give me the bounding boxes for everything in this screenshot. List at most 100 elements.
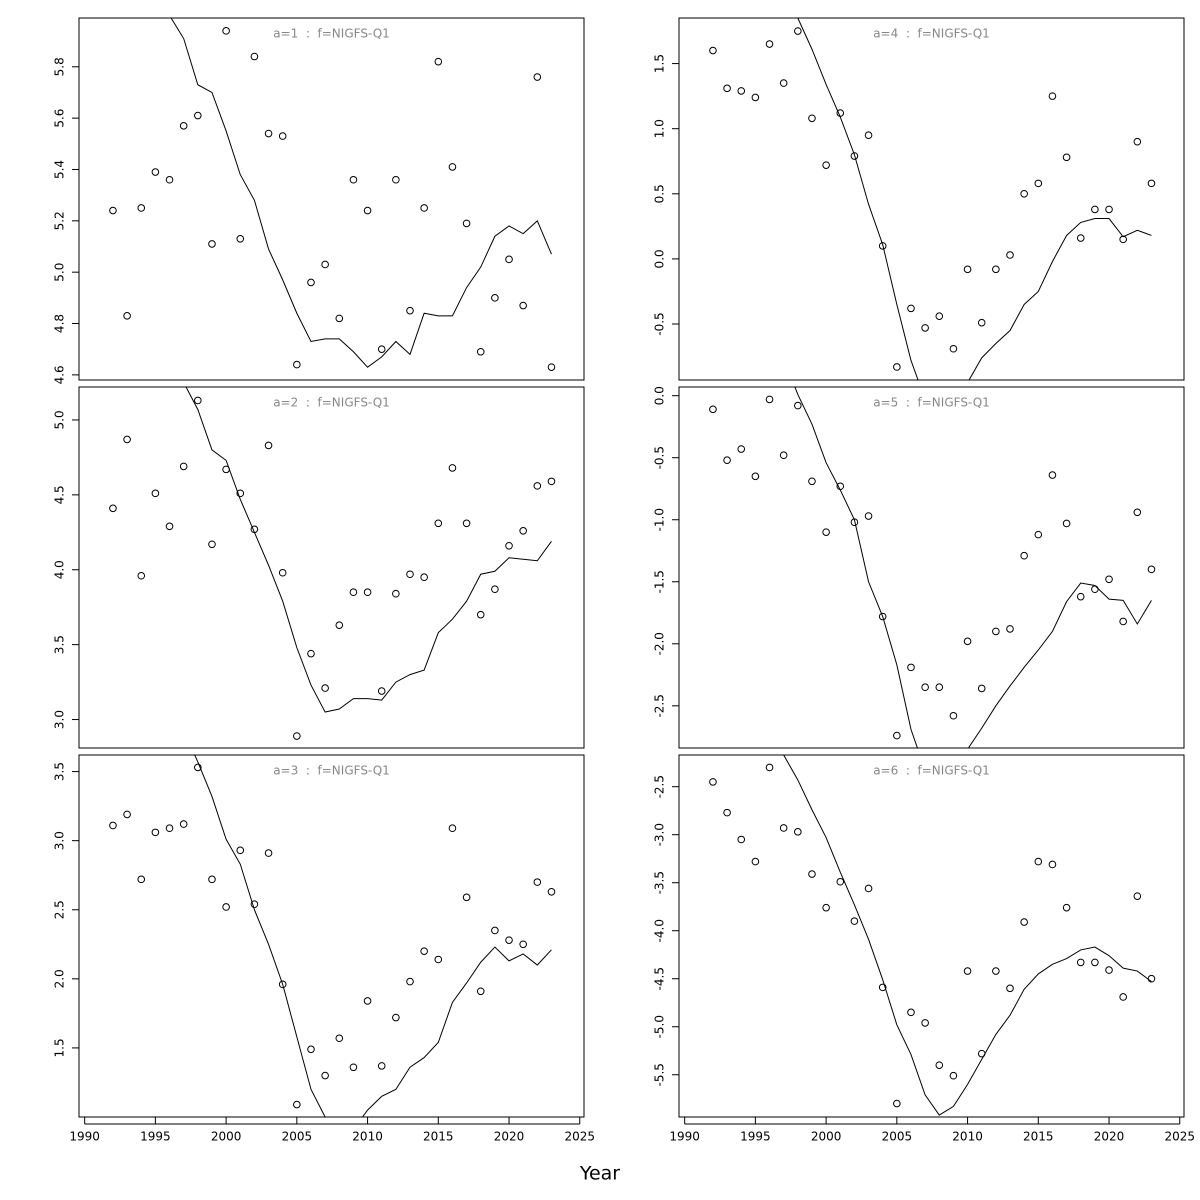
observation-point <box>278 568 287 577</box>
observation-point <box>893 1099 901 1108</box>
observation-point <box>765 40 774 48</box>
observation-point <box>434 519 443 528</box>
observation-point <box>349 1063 358 1072</box>
observation-point <box>921 683 929 692</box>
observation-point <box>1076 234 1085 242</box>
observation-point <box>1105 966 1113 974</box>
y-tick-label: -2.5 <box>653 775 667 798</box>
observation-point <box>462 219 471 228</box>
observation-point <box>751 93 760 102</box>
observation-point <box>836 877 845 886</box>
observation-point <box>420 204 428 212</box>
observation-point <box>179 462 188 471</box>
observation-point <box>949 344 958 353</box>
plot-frame <box>678 386 1185 749</box>
observation-point <box>850 917 859 925</box>
y-tick-label: 4.5 <box>53 485 67 504</box>
observation-point <box>505 936 513 944</box>
plot-frame <box>678 17 1185 381</box>
x-tick-label: 2000 <box>811 1130 842 1144</box>
observation-point <box>151 828 160 837</box>
observation-point <box>977 318 986 327</box>
observation-point <box>935 312 944 320</box>
observation-point <box>505 541 513 550</box>
observation-point <box>236 846 245 855</box>
model-line <box>194 755 552 1117</box>
observation-point <box>779 79 788 87</box>
observation-point <box>737 87 746 95</box>
observation-point <box>963 265 972 274</box>
observation-point <box>476 347 485 356</box>
observation-point <box>363 997 372 1005</box>
observation-point <box>1105 575 1113 584</box>
x-tick-label: 2005 <box>882 1130 913 1144</box>
observation-point <box>448 824 457 833</box>
observation-point <box>165 824 174 833</box>
observation-point <box>406 977 414 986</box>
y-tick-label: 1.0 <box>653 119 667 138</box>
observation-point <box>1034 857 1043 866</box>
observation-point <box>349 588 358 597</box>
observation-point <box>335 1034 344 1043</box>
y-tick-label: 5.8 <box>53 57 67 76</box>
observation-point <box>264 849 273 857</box>
observation-point <box>1105 205 1113 214</box>
observation-point <box>1020 551 1028 560</box>
observation-point <box>363 588 372 597</box>
observation-point <box>1006 625 1014 633</box>
observation-point <box>179 122 188 130</box>
x-tick-label: 2015 <box>423 1130 454 1144</box>
observation-point <box>992 967 1000 975</box>
observation-point <box>808 477 816 486</box>
observation-point <box>737 445 746 453</box>
panel: a=5 : f=NIGFS-Q1 -2.5 -2.0 -1.5 -1.0 -0.5 0.0 <box>653 386 1185 749</box>
y-tick-label: 0.5 <box>653 184 667 203</box>
observation-point <box>794 27 802 35</box>
observation-point <box>321 260 329 269</box>
observation-point <box>236 489 245 498</box>
panel-title: a=5 : f=NIGFS-Q1 <box>873 396 990 410</box>
observation-point <box>1147 565 1156 574</box>
plot-frame <box>678 754 1185 1118</box>
observation-point <box>1048 860 1057 869</box>
y-tick-label: 1.5 <box>653 54 667 73</box>
observation-point <box>737 835 746 844</box>
observation-point <box>1147 179 1156 188</box>
x-tick-label: 2020 <box>494 1130 525 1144</box>
y-tick-label: -0.5 <box>653 312 667 335</box>
observation-point <box>992 265 1000 274</box>
observation-point <box>1119 617 1127 626</box>
observation-point <box>864 884 873 893</box>
observation-point <box>194 111 202 120</box>
x-tick-label: 2025 <box>1164 1130 1195 1144</box>
observation-point <box>1020 189 1028 198</box>
observation-point <box>723 84 731 93</box>
observation-point <box>1034 530 1043 539</box>
observation-point <box>547 477 556 486</box>
observation-point <box>808 114 816 123</box>
y-tick-label: -1.5 <box>653 570 667 593</box>
x-tick-label: 2000 <box>211 1130 242 1144</box>
observation-point <box>109 821 117 830</box>
observation-point <box>434 57 443 66</box>
observation-point <box>822 528 830 536</box>
observation-point <box>1076 958 1085 967</box>
observation-point <box>491 585 499 594</box>
y-tick-label: 5.4 <box>53 160 67 179</box>
observation-point <box>335 314 344 323</box>
y-tick-label: 5.0 <box>53 410 67 429</box>
observation-point <box>264 441 273 450</box>
observation-point <box>1133 892 1142 900</box>
x-tick-label: 2015 <box>1023 1130 1054 1144</box>
observation-point <box>165 522 174 531</box>
observation-point <box>1062 519 1071 528</box>
observation-point <box>864 512 873 520</box>
observation-point <box>1133 137 1142 146</box>
observation-point <box>822 903 830 912</box>
observation-point <box>709 46 717 55</box>
observation-point <box>751 472 760 481</box>
y-tick-label: 5.0 <box>53 263 67 282</box>
observation-point <box>491 294 499 302</box>
model-line <box>783 755 1152 1116</box>
observation-point <box>765 395 774 404</box>
